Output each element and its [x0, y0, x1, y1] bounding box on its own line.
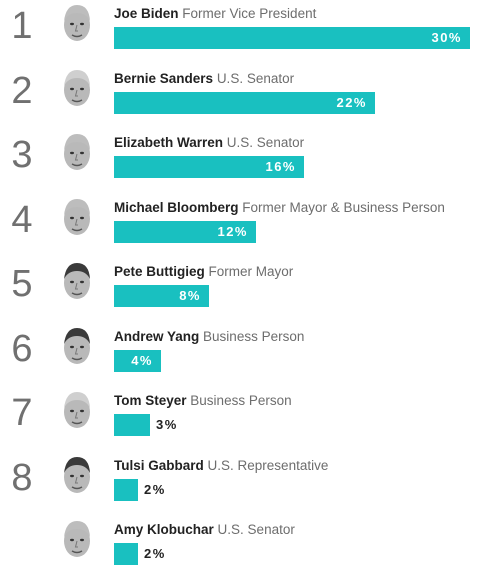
candidate-portrait-icon [58, 195, 96, 239]
rank-number: 2 [11, 69, 33, 112]
candidate-portrait-icon [58, 130, 96, 174]
candidate-role: Business Person [190, 393, 292, 408]
candidate-portrait-icon [58, 259, 96, 303]
candidate-row: 6 Andrew Yang Business Person 4% [0, 325, 480, 389]
poll-value-label: 8% [179, 288, 201, 303]
poll-bar [114, 349, 161, 372]
poll-value-label: 2% [144, 546, 166, 561]
rank-number: 7 [11, 392, 33, 434]
poll-bar [114, 91, 375, 114]
candidate-portrait-icon [58, 324, 96, 368]
candidate-role: Former Mayor [208, 264, 294, 279]
candidate-label: Bernie Sanders U.S. Senator [114, 70, 294, 88]
candidate-role: Former Mayor & Business Person [242, 199, 445, 215]
rank-number: 5 [11, 263, 33, 305]
candidate-label: Pete Buttigieg Former Mayor [114, 263, 293, 281]
candidate-label: Joe Biden Former Vice President [114, 5, 316, 23]
candidate-name: Bernie Sanders [114, 70, 214, 86]
poll-bar [114, 156, 304, 178]
candidate-name: Amy Klobuchar [114, 522, 214, 537]
candidate-role: U.S. Senator [226, 135, 305, 150]
poll-value-label: 4% [131, 352, 153, 368]
candidate-name: Elizabeth Warren [114, 135, 224, 150]
candidate-label: Amy Klobuchar U.S. Senator [114, 521, 295, 539]
candidate-row: 3 Elizabeth Warren U.S. Senator 16% [0, 131, 480, 195]
rank-number: 8 [11, 456, 33, 499]
candidate-portrait-icon [58, 517, 96, 561]
candidate-row: 7 Tom Steyer Business Person 3% [0, 389, 480, 453]
poll-value-label: 3% [156, 417, 178, 432]
poll-value-label: 2% [144, 481, 166, 497]
rank-number: 4 [11, 198, 33, 241]
candidate-name: Pete Buttigieg [114, 264, 205, 279]
candidate-role: Former Vice President [182, 6, 317, 21]
poll-value-label: 22% [336, 94, 367, 110]
candidate-row: 8 Tulsi Gabbard U.S. Representative 2% [0, 454, 480, 518]
poll-value-label: 16% [265, 159, 296, 174]
candidate-portrait-icon [58, 453, 96, 497]
poll-value-label: 30% [431, 30, 462, 45]
candidate-role: Business Person [203, 328, 305, 344]
candidate-label: Andrew Yang Business Person [114, 328, 304, 346]
candidate-role: U.S. Senator [216, 70, 295, 86]
poll-bar [114, 478, 138, 501]
poll-bar [114, 543, 138, 565]
candidate-label: Michael Bloomberg Former Mayor & Busines… [114, 199, 445, 217]
candidate-portrait-icon [58, 66, 96, 110]
rank-number: 3 [11, 134, 33, 176]
candidate-name: Tulsi Gabbard [114, 457, 204, 473]
candidate-row: Amy Klobuchar U.S. Senator 2% [0, 518, 480, 582]
rank-number: 1 [11, 5, 33, 47]
rank-number: 6 [11, 327, 33, 370]
candidate-name: Andrew Yang [114, 328, 200, 344]
candidate-role: U.S. Representative [207, 457, 329, 473]
candidate-name: Joe Biden [114, 6, 179, 21]
poll-bar [114, 220, 256, 243]
poll-bar [114, 414, 150, 436]
candidate-row: 5 Pete Buttigieg Former Mayor 8% [0, 260, 480, 324]
candidate-name: Michael Bloomberg [114, 199, 239, 215]
poll-value-label: 12% [217, 223, 248, 239]
candidate-label: Elizabeth Warren U.S. Senator [114, 134, 304, 152]
candidate-portrait-icon [58, 388, 96, 432]
candidate-role: U.S. Senator [217, 522, 295, 537]
candidate-row: 2 Bernie Sanders U.S. Senator 22% [0, 67, 480, 131]
poll-bar [114, 27, 470, 49]
candidate-label: Tom Steyer Business Person [114, 392, 292, 410]
candidate-label: Tulsi Gabbard U.S. Representative [114, 457, 328, 475]
poll-bar [114, 285, 209, 307]
candidate-row: 4 Michael Bloomberg Former Mayor & Busine… [0, 196, 480, 260]
candidate-name: Tom Steyer [114, 393, 187, 408]
candidate-portrait-icon [58, 1, 96, 45]
candidate-row: 1 Joe Biden Former Vice President 30% [0, 2, 480, 66]
